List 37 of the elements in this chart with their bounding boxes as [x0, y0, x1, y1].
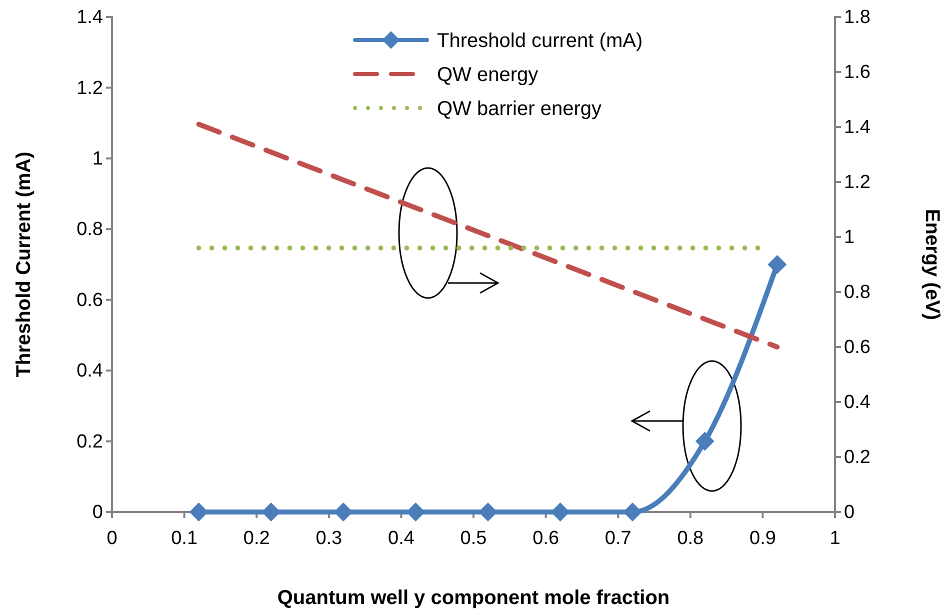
x-tick-label: 0.1 — [171, 528, 198, 549]
y2-axis-title: Energy (eV) — [921, 208, 943, 320]
y-tick-label: 0.6 — [76, 290, 103, 311]
legend-label: Threshold current (mA) — [437, 30, 643, 52]
y2-tick-label: 0.2 — [844, 447, 870, 468]
y-tick-label: 1.2 — [76, 78, 103, 99]
legend-label: QW barrier energy — [437, 98, 602, 120]
y2-tick-label: 0.8 — [844, 282, 870, 304]
y2-tick-label: 1.4 — [844, 117, 871, 138]
y2-tick-label: 0 — [844, 502, 855, 524]
y2-tick-label: 1.8 — [844, 7, 870, 28]
y2-tick-label: 1.2 — [844, 172, 870, 194]
y-tick-label: 1.4 — [76, 7, 104, 28]
legend-label: QW energy — [437, 64, 538, 86]
x-tick-label: 0.2 — [243, 528, 270, 549]
point — [695, 432, 714, 451]
y2-tick-label: 0.4 — [844, 392, 871, 414]
y2-tick-label: 1.6 — [844, 62, 870, 84]
x-tick-label: 0.6 — [532, 528, 560, 549]
x-tick-label: 1 — [830, 528, 840, 549]
y-axis-title: Threshold Current (mA) — [13, 152, 35, 378]
point — [768, 255, 787, 274]
x-tick-label: 0 — [106, 528, 118, 549]
y-tick-label: 0.2 — [76, 431, 103, 452]
x-tick-label: 0.5 — [460, 528, 487, 549]
x-tick-label: 0.4 — [388, 528, 415, 549]
x-tick-label: 0.8 — [677, 528, 704, 549]
y-tick-label: 0.8 — [76, 219, 103, 240]
x-axis-title: Quantum well y component mole fraction — [277, 587, 670, 609]
y-tick-label: 0 — [92, 502, 103, 524]
x-tick-label: 0.9 — [749, 528, 776, 549]
y-tick-label: 0.4 — [76, 360, 104, 382]
x-tick-label: 0.3 — [316, 528, 342, 549]
x-tick-label: 0.7 — [604, 528, 632, 549]
y2-tick-label: 0.6 — [844, 337, 870, 358]
y-tick-label: 1 — [92, 148, 103, 170]
y2-tick-label: 1 — [844, 227, 855, 248]
